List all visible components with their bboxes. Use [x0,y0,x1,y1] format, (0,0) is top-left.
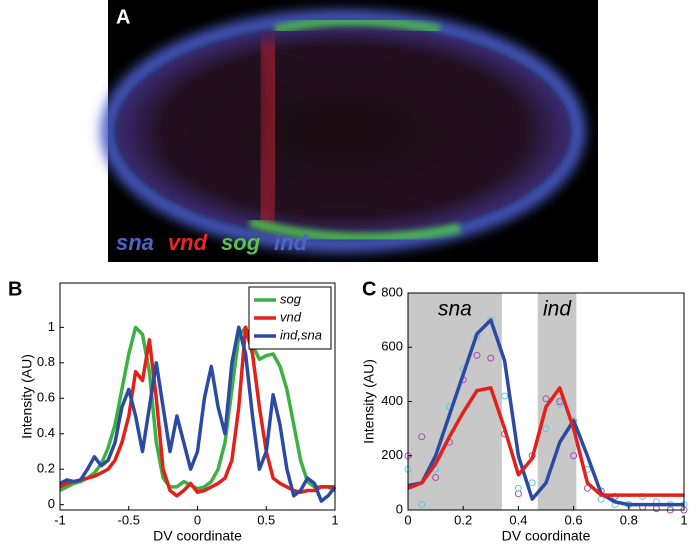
data-point [597,495,605,503]
x-tick-label: 1 [680,512,687,527]
data-point [487,354,495,362]
stain-name: sna [116,230,154,255]
x-tick-label: 0.4 [509,512,527,527]
x-tick-label: -0.5 [118,512,140,527]
x-axis-label: DV coordinate [502,528,591,544]
y-tick-label: 0.8 [37,354,55,369]
data-point [652,505,660,513]
panel-label: B [8,278,22,300]
region-label: ind [543,298,572,321]
y-tick-label: 200 [381,447,403,462]
series-line [407,386,684,497]
stain-name: vnd [168,230,208,255]
embryo-image: A sna vnd sog ind [101,0,598,262]
data-point [542,425,550,433]
x-tick-label: 0.5 [257,512,275,527]
series-line [59,325,335,498]
y-tick-label: 600 [381,339,403,354]
data-point [501,392,509,400]
y-tick-label: 1 [48,319,55,334]
y-axis-label: Intensity (AU) [19,354,35,439]
legend-label: sog [280,291,302,306]
x-tick-label: -1 [54,512,66,527]
data-point [542,395,550,403]
stain-name: ind [274,230,308,255]
y-tick-label: 0.2 [37,461,55,476]
y-tick-label: 0 [48,496,55,511]
data-point [528,479,536,487]
legend-label: vnd [280,309,302,324]
y-tick-label: 800 [381,284,403,299]
series-line [59,325,336,493]
y-tick-label: 400 [381,393,403,408]
data-point [570,452,578,460]
series-line [407,318,684,507]
region-label: sna [438,298,472,321]
x-tick-label: 1 [331,512,338,527]
data-point [418,501,426,509]
data-point [418,433,426,441]
data-point [514,490,522,498]
data-point [556,400,564,408]
legend-label: ind,sna [280,327,322,342]
x-axis-label: DV coordinate [153,528,242,544]
x-tick-label: 0 [194,512,201,527]
stain-legend: sna vnd sog ind [116,230,308,255]
y-tick-label: 0.4 [37,425,55,440]
panel-label: A [116,6,130,28]
panel-label: C [362,278,376,300]
stain-name: sog [221,230,261,255]
data-point [514,484,522,492]
data-point [473,351,481,359]
x-tick-label: 0 [404,512,411,527]
x-tick-label: 0.2 [454,512,472,527]
x-tick-label: 0.6 [565,512,583,527]
y-axis-label: Intensity (AU) [361,359,377,444]
data-point [432,473,440,481]
series-line [59,325,337,503]
y-tick-label: 0.6 [37,390,55,405]
data-point [583,484,591,492]
y-tick-label: 0 [396,501,403,516]
x-tick-label: 0.8 [620,512,638,527]
